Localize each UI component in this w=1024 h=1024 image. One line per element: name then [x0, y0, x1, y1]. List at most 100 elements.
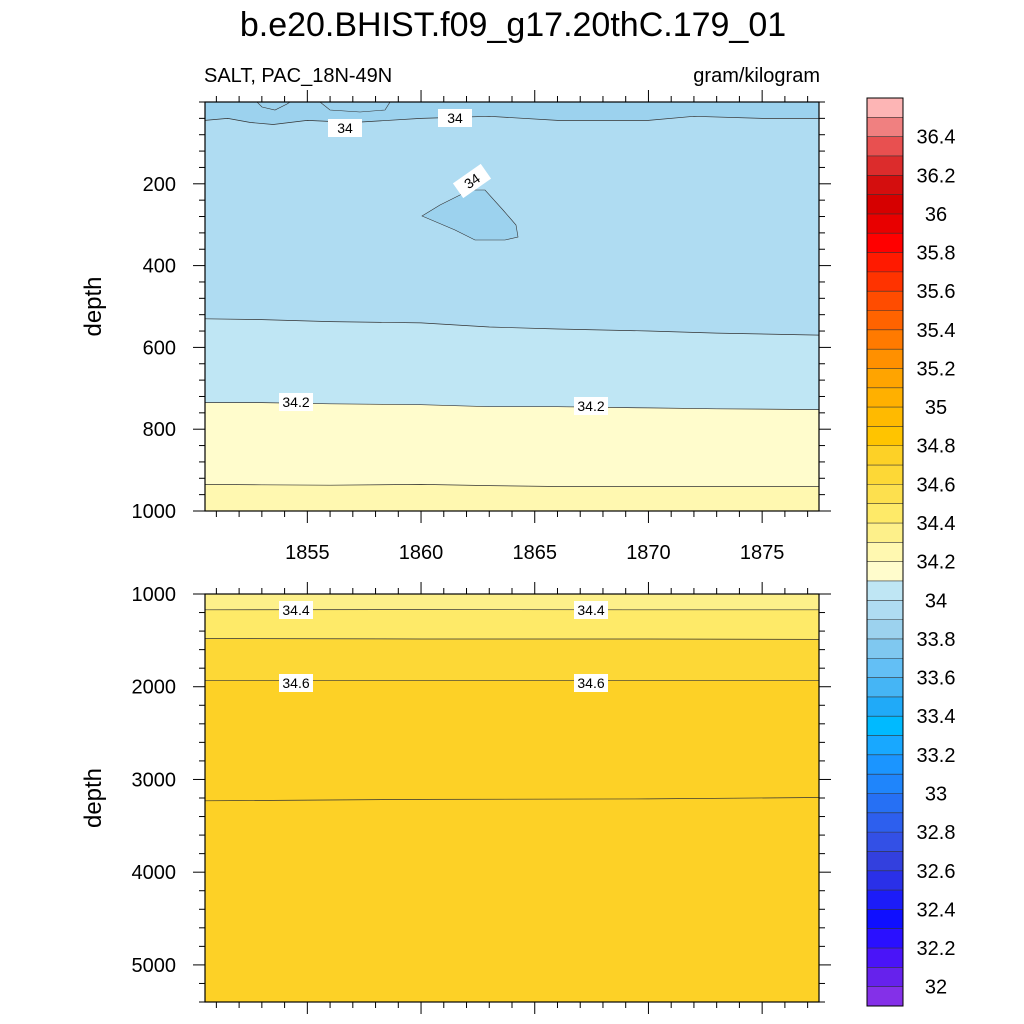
contour-label-text: 34	[337, 120, 353, 136]
contour-label: 34.4	[574, 601, 608, 619]
variable-region-label: SALT, PAC_18N-49N	[204, 65, 392, 87]
colorbar-swatch	[867, 870, 903, 891]
colorbar-label: 32.4	[917, 899, 956, 921]
bottom-panel: 34.4 34.4 34.6 34.6 1000 2000 3000 4000 5000 dept…	[80, 582, 831, 1014]
colorbar-swatch	[867, 561, 903, 582]
colorbar-label: 32.2	[917, 938, 956, 960]
y-tick-label: 800	[143, 419, 176, 441]
x-tick-label: 1870	[626, 542, 671, 564]
colorbar-label: 35.4	[917, 320, 956, 342]
colorbar-label: 33.2	[917, 745, 956, 767]
colorbar-label: 33	[925, 784, 947, 806]
colorbar-label: 35.8	[917, 243, 956, 265]
contour-label: 34.2	[574, 397, 608, 415]
subsurface-lens	[421, 189, 519, 241]
colorbar-swatch	[867, 407, 903, 427]
contour-label-text: 34.4	[577, 602, 604, 618]
contour-label: 34	[438, 109, 472, 127]
colorbar-swatch	[867, 832, 903, 852]
colorbar-swatch	[867, 677, 903, 698]
contour-label-bg	[279, 393, 313, 411]
contour-line	[204, 318, 820, 336]
colorbar: 36.4 36.2 36 35.8 35.6 35.4 35.2 35 34.8 34.6 34.4…	[866, 97, 956, 1007]
colorbar-swatch	[867, 233, 903, 253]
colorbar-swatch	[867, 523, 903, 543]
colorbar-swatch	[867, 909, 903, 930]
colorbar-swatch	[867, 754, 903, 775]
y-tick-label: 600	[143, 337, 176, 359]
colorbar-label: 34.4	[917, 513, 956, 535]
colorbar-swatch	[867, 542, 903, 562]
colorbar-swatch	[867, 774, 903, 794]
colorbar-swatch	[867, 928, 903, 949]
contour-label-bg	[574, 601, 608, 619]
colorbar-swatch	[867, 812, 903, 833]
contour-label-text: 34.4	[282, 602, 309, 618]
y-tick-label: 3000	[132, 769, 177, 791]
units-label: gram/kilogram	[693, 65, 820, 87]
contour-label: 34.6	[279, 674, 313, 692]
contour-line	[204, 638, 820, 640]
contour-label-bg	[438, 109, 472, 127]
contour-label-bg	[452, 163, 492, 199]
contour-label: 34.6	[574, 674, 608, 692]
colorbar-swatch	[867, 387, 903, 408]
colorbar-swatch	[867, 426, 903, 447]
colorbar-label: 32.8	[917, 822, 956, 844]
contour-label-text: 34	[447, 110, 463, 126]
colorbar-swatch	[867, 948, 903, 968]
colorbar-swatch	[867, 213, 903, 234]
contour-label: 34.4	[279, 601, 313, 619]
colorbar-swatch	[867, 696, 903, 717]
colorbar-label: 32.6	[917, 861, 956, 883]
colorbar-swatch	[867, 349, 903, 369]
x-tick-label: 1860	[399, 542, 444, 564]
colorbar-label: 35	[925, 397, 947, 419]
contour-label-bg	[574, 674, 608, 692]
x-tick-label: 1865	[512, 542, 557, 564]
colorbar-swatch	[867, 580, 903, 601]
y-tick-label: 4000	[132, 862, 177, 884]
colorbar-swatch	[867, 735, 903, 756]
x-tick-label: 1855	[285, 542, 330, 564]
contour-label: 34	[452, 163, 492, 199]
y-axis-title: depth	[80, 276, 107, 336]
contour-label-text: 34.2	[282, 394, 309, 410]
colorbar-swatch	[867, 252, 903, 273]
contour-band	[205, 102, 819, 336]
colorbar-label: 33.4	[917, 706, 956, 728]
contour-label-text: 34.2	[577, 398, 604, 414]
contour-line	[204, 484, 819, 487]
contour-line	[204, 797, 820, 802]
contour-label-bg	[328, 119, 362, 137]
colorbar-swatch	[867, 368, 903, 389]
colorbar-label: 36.2	[917, 165, 956, 187]
colorbar-swatch	[867, 155, 903, 176]
y-axis-title: depth	[80, 768, 107, 828]
y-tick-label: 5000	[132, 955, 177, 977]
colorbar-swatch	[867, 98, 903, 118]
colorbar-swatch	[867, 136, 903, 157]
colorbar-swatch	[867, 716, 903, 736]
colorbar-swatch	[867, 271, 903, 292]
colorbar-swatch	[867, 194, 903, 215]
colorbar-swatch	[867, 600, 903, 620]
top-panel: 34 34 34 34.2 34.2 1855 1860 1865 1870 1875 200 400…	[80, 90, 831, 564]
colorbar-frame	[866, 97, 904, 1007]
colorbar-swatch	[867, 986, 903, 1007]
colorbar-swatch	[867, 793, 903, 814]
colorbar-swatch	[867, 329, 903, 350]
colorbar-swatch	[867, 851, 903, 872]
contour-label: 34	[328, 119, 362, 137]
x-tick-label: 1875	[740, 542, 785, 564]
colorbar-swatch	[867, 117, 903, 137]
colorbar-swatch	[867, 484, 903, 504]
colorbar-label: 33.6	[917, 668, 956, 690]
y-tick-label: 2000	[132, 677, 177, 699]
colorbar-swatch	[867, 638, 903, 659]
colorbar-label: 36.4	[917, 127, 956, 149]
colorbar-swatch	[867, 967, 903, 987]
colorbar-swatch	[867, 445, 903, 466]
y-tick-label: 1000	[132, 584, 177, 606]
